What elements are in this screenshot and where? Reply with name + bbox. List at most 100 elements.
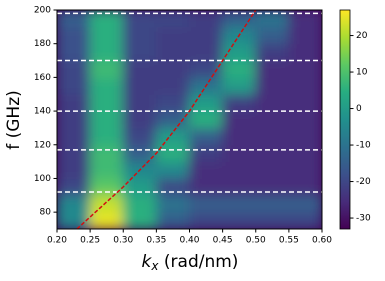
x-tick-label: 0.55 — [279, 236, 299, 246]
x-tick-label: 0.25 — [80, 236, 100, 246]
heatmap-cell — [222, 110, 257, 129]
heatmap-cell — [222, 60, 257, 78]
heatmap-cell — [255, 110, 290, 129]
heatmap-cell — [89, 144, 124, 163]
heatmap-cell — [189, 211, 224, 229]
heatmap-cell — [122, 144, 157, 163]
heatmap-cell — [255, 76, 290, 95]
heatmap-cell — [222, 10, 257, 28]
heatmap-cell — [89, 211, 124, 229]
heatmap-cell — [255, 43, 290, 62]
heatmap-cell — [122, 127, 157, 146]
heatmap-cell — [189, 144, 224, 163]
heatmap-cell — [288, 110, 322, 129]
heatmap-cell — [122, 43, 157, 62]
heatmap-cell — [255, 211, 290, 229]
heatmap-cell — [222, 194, 257, 213]
heatmap — [57, 10, 322, 229]
y-tick-label: 160 — [34, 73, 51, 83]
heatmap-cell — [288, 93, 322, 112]
x-tick-label: 0.40 — [179, 236, 199, 246]
heatmap-cell — [122, 194, 157, 213]
heatmap-cell — [288, 60, 322, 78]
heatmap-cell — [189, 194, 224, 213]
heatmap-cell — [57, 10, 91, 28]
heatmap-cell — [89, 93, 124, 112]
heatmap-cell — [57, 60, 91, 78]
heatmap-cell — [255, 26, 290, 45]
heatmap-cell — [222, 76, 257, 95]
x-tick-label: 0.60 — [312, 236, 332, 246]
heatmap-cell — [288, 144, 322, 163]
heatmap-cell — [288, 43, 322, 62]
heatmap-cell — [122, 177, 157, 196]
heatmap-cell — [155, 177, 190, 196]
heatmap-cell — [288, 76, 322, 95]
heatmap-cell — [222, 177, 257, 196]
heatmap-cell — [155, 76, 190, 95]
x-tick-label: 0.35 — [146, 236, 166, 246]
x-tick-label: 0.20 — [47, 236, 67, 246]
heatmap-cell — [189, 60, 224, 78]
heatmap-cell — [122, 60, 157, 78]
heatmap-cell — [189, 161, 224, 179]
heatmap-cell — [189, 177, 224, 196]
heatmap-cell — [255, 177, 290, 196]
heatmap-cell — [89, 110, 124, 129]
y-tick-label: 140 — [34, 107, 51, 117]
heatmap-cell — [255, 144, 290, 163]
heatmap-cell — [122, 93, 157, 112]
x-tick-label: 0.30 — [113, 236, 133, 246]
overlay — [57, 10, 322, 229]
y-tick-label: 120 — [34, 140, 51, 150]
heatmap-cell — [288, 26, 322, 45]
heatmap-cell — [89, 43, 124, 62]
heatmap-cell — [89, 10, 124, 28]
heatmap-cell — [122, 26, 157, 45]
colorbar — [339, 9, 351, 230]
y-tick-label: 100 — [34, 174, 51, 184]
y-tick-label: 200 — [34, 6, 51, 16]
y-tick-label: 80 — [40, 208, 52, 218]
heatmap-cell — [255, 194, 290, 213]
heatmap-cell — [89, 194, 124, 213]
heatmap-cell — [155, 60, 190, 78]
heatmap-cell — [255, 93, 290, 112]
heatmap-cell — [155, 10, 190, 28]
heatmap-cell — [288, 211, 322, 229]
heatmap-cell — [255, 127, 290, 146]
heatmap-cell — [189, 43, 224, 62]
heatmap-cell — [222, 144, 257, 163]
colorbar-tick-label: -30 — [356, 214, 371, 224]
heatmap-cell — [255, 10, 290, 28]
heatmap-cell — [57, 43, 91, 62]
colorbar-tick-label: 20 — [356, 31, 368, 41]
heatmap-cell — [288, 194, 322, 213]
heatmap-cell — [255, 60, 290, 78]
heatmap-cell — [89, 76, 124, 95]
x-tick-label: 0.50 — [246, 236, 266, 246]
heatmap-cell — [57, 26, 91, 45]
heatmap-cell — [222, 127, 257, 146]
x-axis-label: kx (rad/nm) — [142, 252, 239, 273]
heatmap-cell — [57, 161, 91, 179]
heatmap-cell — [57, 177, 91, 196]
colorbar-tick-label: -20 — [356, 177, 371, 187]
heatmap-cell — [155, 110, 190, 129]
heatmap-cell — [189, 93, 224, 112]
heatmap-cell — [222, 161, 257, 179]
heatmap-cell — [155, 144, 190, 163]
heatmap-cell — [122, 211, 157, 229]
heatmap-cell — [57, 144, 91, 163]
heatmap-cell — [155, 194, 190, 213]
heatmap-cell — [222, 43, 257, 62]
heatmap-cell — [155, 43, 190, 62]
heatmap-cell — [57, 194, 91, 213]
colorbar-tick-label: -10 — [356, 141, 371, 151]
heatmap-cell — [189, 26, 224, 45]
heatmap-cell — [155, 127, 190, 146]
heatmap-cell — [155, 93, 190, 112]
heatmap-cell — [288, 161, 322, 179]
heatmap-cell — [122, 76, 157, 95]
